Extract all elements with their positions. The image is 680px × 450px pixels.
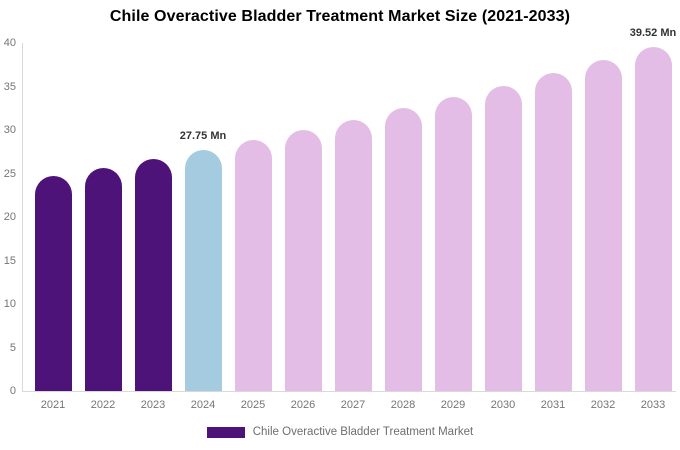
bar-2029 xyxy=(434,96,472,391)
chart-title: Chile Overactive Bladder Treatment Marke… xyxy=(109,8,571,25)
x-tick-label: 2027 xyxy=(340,399,366,411)
y-tick-label: 30 xyxy=(3,124,16,136)
bar-2022 xyxy=(84,168,122,391)
bar-2027 xyxy=(334,119,372,391)
bar-2031 xyxy=(534,72,572,391)
x-tick-label: 2022 xyxy=(90,399,116,411)
bar-2021 xyxy=(34,176,72,391)
y-tick-label: 20 xyxy=(3,211,16,223)
y-axis-line xyxy=(22,43,23,391)
y-tick-label: 25 xyxy=(3,167,16,180)
x-tick-label: 2024 xyxy=(190,399,216,411)
y-tick-label: 40 xyxy=(3,37,16,49)
x-tick-label: 2023 xyxy=(140,399,166,411)
x-tick-label: 2033 xyxy=(640,399,666,411)
bar-2023 xyxy=(134,158,172,391)
y-tick-label: 10 xyxy=(3,298,16,310)
x-tick-label: 2032 xyxy=(590,399,616,411)
bar-2028 xyxy=(384,108,422,391)
bar-2032 xyxy=(584,60,622,391)
bar-2024 xyxy=(184,149,222,391)
bar-2033 xyxy=(634,47,672,391)
bar-2025 xyxy=(234,139,272,391)
x-tick-label: 2031 xyxy=(540,399,566,411)
y-tick-label: 35 xyxy=(3,80,16,93)
legend-swatch-icon xyxy=(206,426,245,438)
data-label-2024: 27.75 Mn xyxy=(179,129,227,142)
x-tick-label: 2030 xyxy=(490,399,516,411)
x-tick-label: 2026 xyxy=(290,399,316,411)
x-tick-label: 2028 xyxy=(390,399,416,411)
y-tick-label: 5 xyxy=(9,341,16,354)
bar-2026 xyxy=(284,130,322,391)
legend: Chile Overactive Bladder Treatment Marke… xyxy=(0,426,680,438)
legend-label: Chile Overactive Bladder Treatment Marke… xyxy=(252,426,474,438)
bar-2030 xyxy=(484,85,522,391)
y-tick-label: 15 xyxy=(3,254,16,267)
x-tick-label: 2029 xyxy=(440,399,466,411)
y-tick-label: 0 xyxy=(9,385,16,397)
legend-item[interactable]: Chile Overactive Bladder Treatment Marke… xyxy=(206,426,474,438)
data-label-2033: 39.52 Mn xyxy=(629,27,677,40)
x-axis-line xyxy=(22,391,676,392)
x-tick-label: 2021 xyxy=(40,399,66,411)
x-tick-label: 2025 xyxy=(240,399,266,411)
